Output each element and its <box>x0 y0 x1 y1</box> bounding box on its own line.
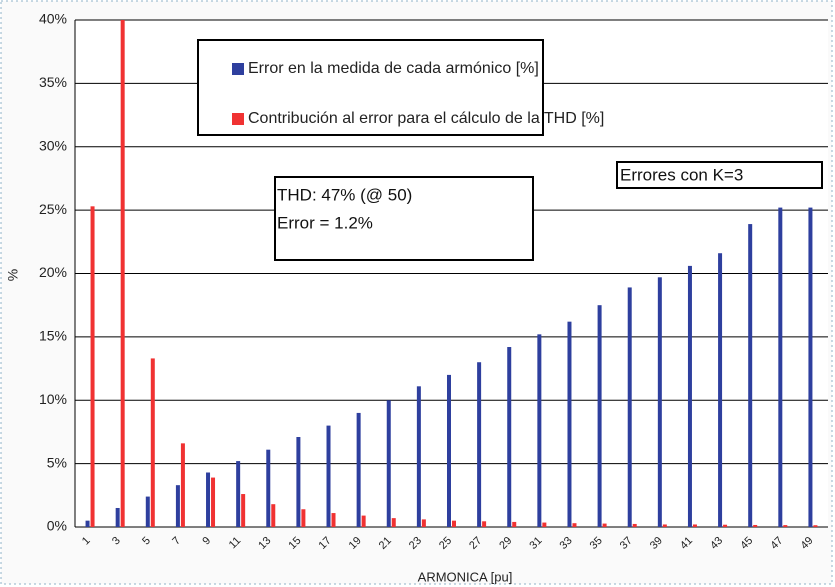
y-tick-label: 20% <box>39 264 67 280</box>
annotation-box <box>616 161 823 189</box>
bar <box>356 412 361 527</box>
bar <box>416 386 421 527</box>
y-tick-label: 15% <box>39 328 67 344</box>
bar <box>657 277 662 527</box>
bar <box>537 334 542 527</box>
bar <box>482 521 487 527</box>
bar <box>386 400 391 527</box>
bar <box>326 425 331 527</box>
bar <box>572 523 577 527</box>
bar <box>301 509 306 527</box>
bar <box>753 524 758 527</box>
bar <box>808 207 813 527</box>
bar <box>783 525 788 527</box>
legend-box <box>197 39 544 136</box>
bar <box>778 207 783 527</box>
bar <box>567 321 572 527</box>
bar <box>748 224 753 527</box>
bar <box>150 358 155 527</box>
y-tick-label: 30% <box>39 137 67 153</box>
bar <box>85 520 90 527</box>
bar <box>296 437 301 527</box>
bar <box>687 265 692 527</box>
annotation-box <box>274 176 534 261</box>
bar <box>813 525 818 527</box>
y-tick-label: 25% <box>39 201 67 217</box>
bar <box>90 206 95 527</box>
bar <box>451 520 456 527</box>
bar <box>241 494 246 527</box>
bar <box>206 472 211 527</box>
y-tick-label: 10% <box>39 391 67 407</box>
bar <box>446 374 451 527</box>
bar <box>627 287 632 527</box>
y-axis-label: % <box>5 269 21 281</box>
bar <box>361 515 366 527</box>
bar <box>115 507 120 527</box>
bar <box>145 496 150 527</box>
bar <box>602 523 607 527</box>
annotation: Error = 1.2% <box>277 213 373 232</box>
bar <box>331 513 336 527</box>
bar <box>718 253 723 527</box>
y-tick-label: 40% <box>39 11 67 27</box>
annotation: THD: 47% (@ 50) <box>277 185 412 204</box>
bar <box>507 347 512 527</box>
bar <box>723 524 728 527</box>
x-axis-label: ARMONICA [pu] <box>418 569 513 584</box>
bar <box>512 521 517 527</box>
bar <box>632 523 637 527</box>
bar <box>542 522 547 527</box>
bar <box>271 504 276 527</box>
bar <box>211 477 216 527</box>
legend-swatch <box>232 113 244 125</box>
bar <box>421 519 426 527</box>
bar <box>597 305 602 527</box>
bar <box>175 485 180 527</box>
legend-label: Error en la medida de cada armónico [%] <box>248 60 539 77</box>
bar <box>662 524 667 527</box>
bar <box>120 20 125 527</box>
bar <box>477 362 482 527</box>
legend-swatch <box>232 63 244 75</box>
y-tick-label: 0% <box>47 518 67 534</box>
bar <box>236 461 241 527</box>
y-tick-label: 35% <box>39 74 67 90</box>
bar <box>266 449 271 527</box>
annotation: Errores con K=3 <box>620 165 743 184</box>
bar <box>391 518 396 527</box>
bar <box>692 524 697 527</box>
bar <box>180 443 185 527</box>
y-tick-label: 5% <box>47 454 67 470</box>
legend-label: Contribución al error para el cálculo de… <box>248 110 604 127</box>
